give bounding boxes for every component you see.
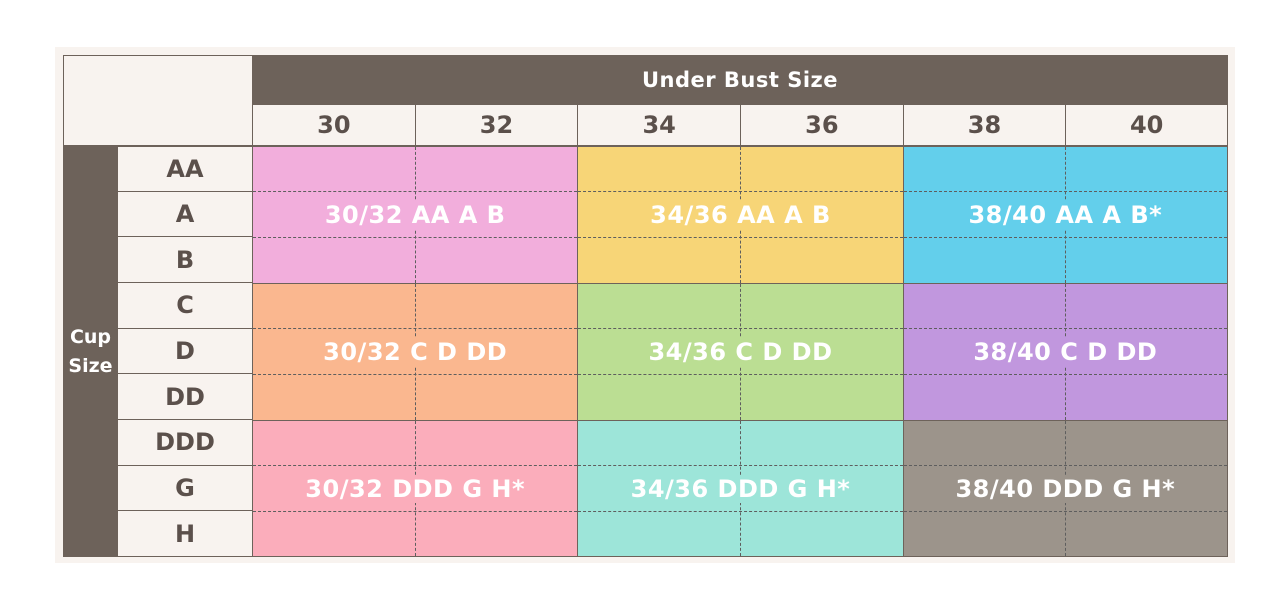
size-block-label: 38/40 DDD G H* [949,474,1182,503]
column-header-30: 30 [252,105,415,146]
cup-label-line2: Size [68,354,113,377]
dashed-divider [903,236,1227,238]
cup-size-label: Cup Size [63,146,118,557]
dashed-divider [578,373,903,375]
corner-cell [63,55,252,146]
size-block-label: 34/36 AA A B [644,201,837,229]
dashed-divider [903,510,1227,512]
dashed-divider [253,191,578,193]
dashed-divider [903,465,1227,467]
size-block: 38/40 DDD G H* [902,420,1228,558]
row-label-h: H [118,511,252,558]
dashed-divider [253,373,578,375]
size-block-label: 34/36 C D DD [642,338,839,366]
size-block: 30/32 DDD G H* [252,420,578,558]
size-block: 38/40 AA A B* [902,146,1228,283]
dashed-divider [578,465,903,467]
row-label-b: B [118,237,252,283]
size-block-label: 34/36 DDD G H* [624,474,857,503]
size-block-label: 30/32 AA A B [318,201,512,229]
under-bust-size-header: Under Bust Size [252,55,1228,105]
dashed-divider [578,328,903,330]
row-label-dd: DD [118,374,252,420]
row-label-d: D [118,328,252,375]
size-block: 34/36 AA A B [577,146,903,283]
size-block-label: 38/40 C D DD [967,338,1164,366]
size-block: 34/36 DDD G H* [577,420,903,558]
row-label-ddd: DDD [118,420,252,466]
bra-size-chart: Under Bust Size 30 32 34 36 38 40 Cup Size AA A… [55,47,1235,563]
dashed-divider [253,236,578,238]
size-block-label: 30/32 C D DD [317,338,514,366]
size-block: 38/40 C D DD [902,283,1228,420]
size-block: 30/32 C D DD [252,283,578,420]
column-header-40: 40 [1065,105,1228,146]
column-header-34: 34 [577,105,740,146]
size-block-label: 30/32 DDD G H* [299,474,532,503]
dashed-divider [253,328,578,330]
dashed-divider [578,236,903,238]
row-label-aa: AA [118,146,252,192]
column-header-38: 38 [902,105,1066,146]
dashed-divider [578,191,903,193]
row-label-g: G [118,465,252,512]
size-block-label: 38/40 AA A B* [962,201,1169,229]
column-header-36: 36 [740,105,903,146]
column-header-32: 32 [414,105,578,146]
size-block: 34/36 C D DD [577,283,903,420]
row-label-c: C [118,283,252,329]
dashed-divider [578,510,903,512]
cup-label-line1: Cup [69,326,112,348]
dashed-divider [253,510,578,512]
row-label-a: A [118,191,252,238]
size-block: 30/32 AA A B [252,146,578,283]
dashed-divider [253,465,578,467]
dashed-divider [903,373,1227,375]
dashed-divider [903,191,1227,193]
dashed-divider [903,328,1227,330]
